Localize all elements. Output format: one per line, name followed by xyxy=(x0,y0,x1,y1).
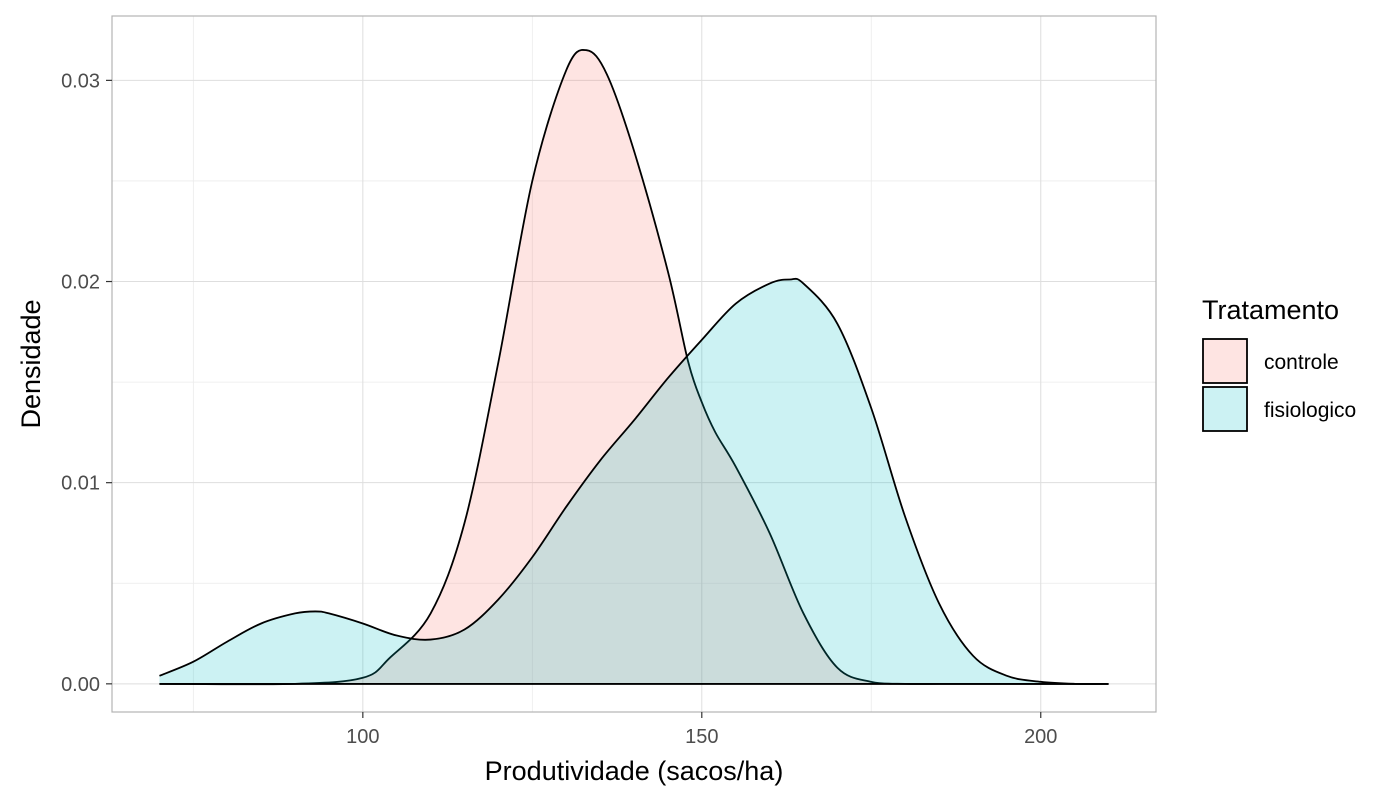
y-tick-label: 0.01 xyxy=(61,473,100,495)
legend-label-controle: controle xyxy=(1264,351,1339,374)
grid-minor xyxy=(112,16,1156,712)
y-tick-label: 0.02 xyxy=(61,272,100,294)
legend: Tratamento controle fisiologico xyxy=(1202,295,1356,432)
legend-key-fisiologico xyxy=(1202,386,1248,432)
x-axis-title: Produtividade (sacos/ha) xyxy=(485,756,784,786)
y-tick-label: 0.00 xyxy=(61,674,100,696)
legend-title: Tratamento xyxy=(1202,295,1339,325)
x-tick-label: 200 xyxy=(1024,726,1057,748)
density-line-fisiologico xyxy=(159,277,1109,685)
legend-key-controle xyxy=(1202,338,1248,384)
plot-border xyxy=(111,15,1157,713)
y-tick-label: 0.03 xyxy=(61,70,100,92)
density-series xyxy=(159,49,1109,686)
plot-background xyxy=(112,16,1156,712)
density-area-controle xyxy=(159,49,1109,685)
x-tick-label: 150 xyxy=(685,726,718,748)
y-axis-ticks: 0.00 0.01 0.02 0.03 xyxy=(61,70,112,696)
density-area-fisiologico xyxy=(159,278,1109,684)
y-axis-title: Densidade xyxy=(16,299,46,428)
x-tick-label: 100 xyxy=(346,726,379,748)
legend-label-fisiologico: fisiologico xyxy=(1264,399,1356,422)
x-axis-ticks: 100 150 200 xyxy=(346,712,1057,748)
